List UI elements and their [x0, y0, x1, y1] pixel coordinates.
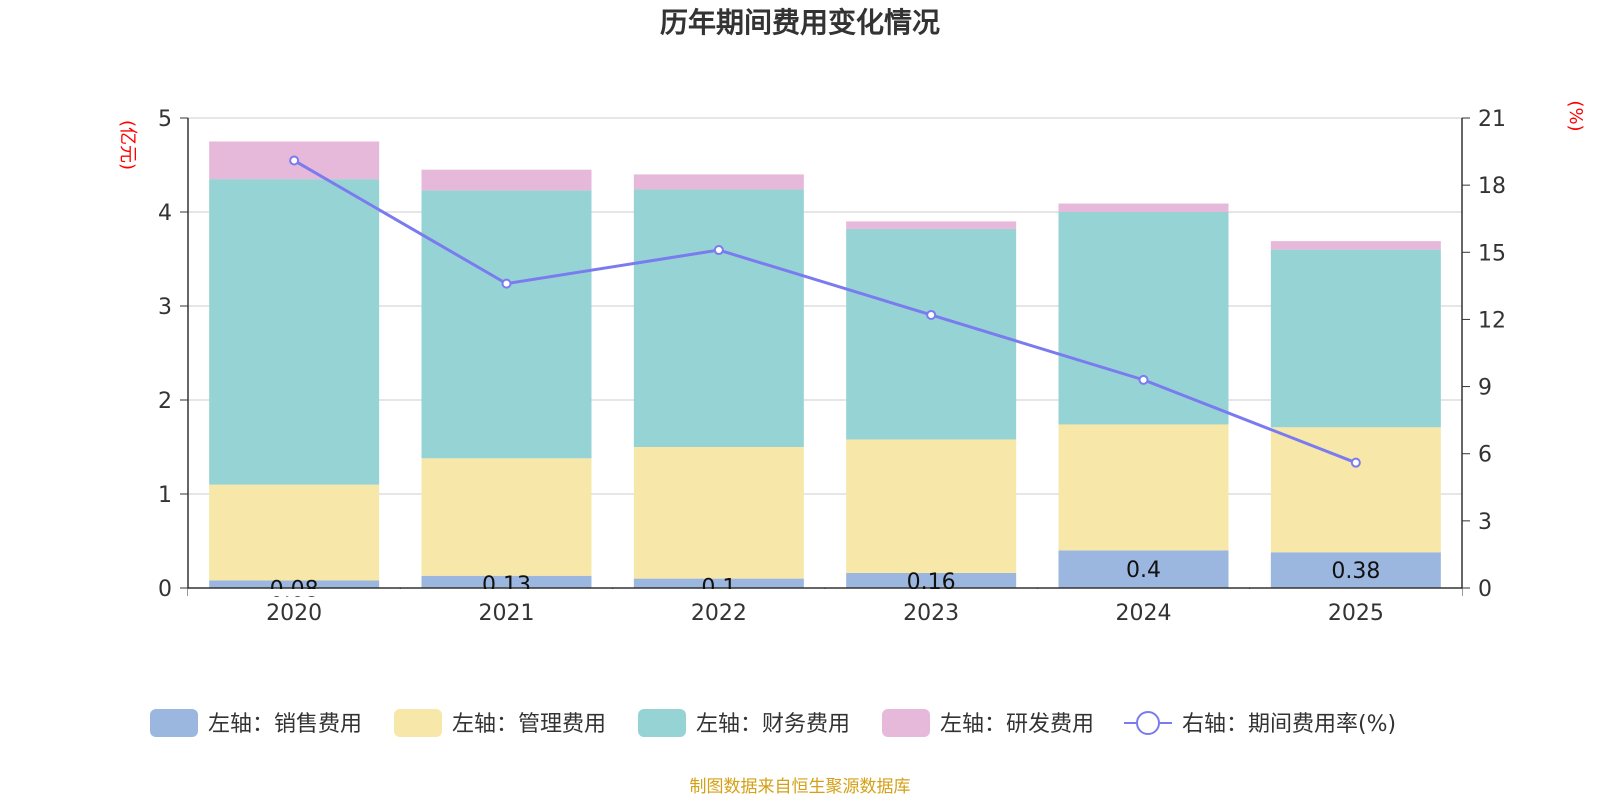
x-tick-label: 2024 — [1116, 601, 1172, 626]
right-tick-label: 6 — [1478, 443, 1492, 468]
rate-point-2025 — [1350, 457, 1361, 468]
bar-segment-1-2024 — [1058, 550, 1229, 588]
left-tick-label: 4 — [158, 201, 172, 226]
legend-marker — [1136, 711, 1160, 735]
left-tick-label: 2 — [158, 389, 172, 414]
bar-segment-2-2021 — [421, 458, 592, 576]
rate-point-2023 — [926, 309, 937, 320]
legend-label: 左轴：财务费用 — [696, 712, 850, 737]
bar-value-label: 0.4 — [1126, 558, 1161, 583]
left-axis-unit: (亿元) — [117, 120, 138, 170]
bar-segment-1-2023 — [846, 572, 1017, 588]
left-tick-label: 0 — [158, 577, 172, 602]
bar-segment-3-2024 — [1058, 212, 1229, 425]
right-tick-label: 9 — [1478, 376, 1492, 401]
bar-segment-2-2025 — [1270, 427, 1441, 553]
legend-swatch — [394, 709, 442, 737]
bar-segment-1-2021 — [421, 575, 592, 588]
bar-segment-3-2020 — [209, 179, 380, 485]
rate-line — [293, 159, 1357, 465]
right-tick-label: 0 — [1478, 577, 1492, 602]
bar-segment-4-2021 — [421, 169, 592, 191]
bar-segment-2-2023 — [846, 439, 1017, 573]
bar-segment-2-2024 — [1058, 424, 1229, 551]
bar-segment-4-2023 — [846, 221, 1017, 229]
bar-segment-1-2022 — [633, 578, 804, 588]
legend: 左轴：销售费用 左轴：管理费用 左轴：财务费用 左轴：研发费用 右轴：期间费用率(%) — [150, 709, 1396, 737]
bars — [209, 141, 1441, 588]
legend-label: 左轴：管理费用 — [452, 712, 606, 737]
rate-point-2024 — [1138, 374, 1149, 385]
x-tick-label: 2022 — [691, 601, 747, 626]
rate-line-series — [289, 155, 1361, 468]
bar-segment-3-2023 — [846, 228, 1017, 440]
bar-segment-1-2025 — [1270, 552, 1441, 588]
bar-segment-2-2022 — [633, 447, 804, 579]
bar-value-label: 0.38 — [1331, 559, 1380, 584]
legend-label: 左轴：销售费用 — [208, 712, 362, 737]
bar-segment-3-2022 — [633, 189, 804, 447]
legend-swatch — [150, 709, 198, 737]
bar-segment-4-2024 — [1058, 203, 1229, 212]
right-tick-label: 18 — [1478, 174, 1506, 199]
right-axis-unit: (%) — [1565, 100, 1586, 131]
data-labels: 0.080.130.10.160.40.38 — [188, 558, 1462, 602]
left-tick-label: 1 — [158, 483, 172, 508]
left-tick-label: 5 — [158, 107, 172, 132]
rate-point-2022 — [713, 245, 724, 256]
x-tick-label: 2025 — [1328, 601, 1384, 626]
rate-point-2021 — [501, 278, 512, 289]
chart-title: 历年期间费用变化情况 — [660, 6, 940, 39]
legend-label: 左轴：研发费用 — [940, 712, 1094, 737]
x-tick-label: 2020 — [266, 601, 322, 626]
bar-segment-3-2025 — [1270, 249, 1441, 428]
left-tick-label: 3 — [158, 295, 172, 320]
legend-label: 右轴：期间费用率(%) — [1182, 712, 1396, 737]
x-tick-label: 2021 — [479, 601, 535, 626]
bar-value-label: 0.1 — [701, 576, 736, 601]
rate-point-2020 — [289, 155, 300, 166]
bar-segment-1-2020 — [209, 580, 380, 588]
bar-segment-4-2022 — [633, 174, 804, 190]
right-tick-label: 15 — [1478, 241, 1506, 266]
right-tick-label: 12 — [1478, 308, 1506, 333]
x-tick-label: 2023 — [903, 601, 959, 626]
grid — [188, 117, 1462, 495]
bar-segment-3-2021 — [421, 190, 592, 459]
legend-swatch — [882, 709, 930, 737]
bar-segment-4-2025 — [1270, 241, 1441, 250]
source-note: 制图数据来自恒生聚源数据库 — [690, 777, 911, 797]
label-mask — [188, 589, 1462, 596]
right-tick-label: 21 — [1478, 107, 1506, 132]
right-tick-label: 3 — [1478, 510, 1492, 535]
bar-segment-2-2020 — [209, 484, 380, 581]
legend-swatch — [638, 709, 686, 737]
